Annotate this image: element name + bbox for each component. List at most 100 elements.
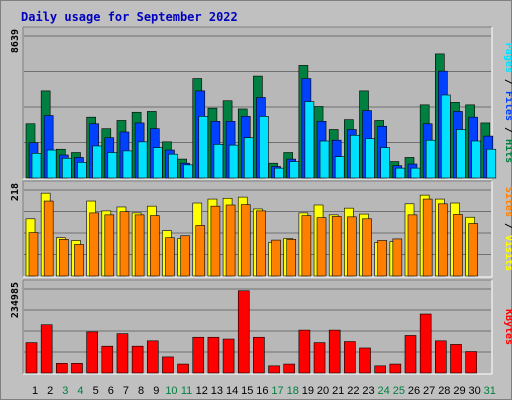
sites-bar[interactable] bbox=[453, 214, 463, 277]
pages-bar[interactable] bbox=[62, 157, 72, 179]
kbytes-bar[interactable] bbox=[40, 324, 53, 374]
kbytes-bar[interactable] bbox=[298, 329, 311, 374]
day-label: 15 bbox=[241, 385, 253, 397]
sites-bar[interactable] bbox=[407, 214, 418, 277]
pages-bar[interactable] bbox=[486, 148, 497, 179]
kbytes-bar[interactable] bbox=[328, 329, 341, 374]
pages-bar[interactable] bbox=[198, 116, 209, 179]
pages-bar[interactable] bbox=[213, 144, 224, 179]
pages-bar[interactable] bbox=[274, 167, 284, 179]
kbytes-bar[interactable] bbox=[450, 344, 462, 374]
pages-bar[interactable] bbox=[350, 134, 360, 179]
pages-bar[interactable] bbox=[92, 145, 102, 179]
sites-bar[interactable] bbox=[43, 200, 54, 277]
pages-bar[interactable] bbox=[31, 153, 42, 179]
sites-bar[interactable] bbox=[331, 216, 342, 277]
pages-bar[interactable] bbox=[319, 140, 330, 179]
kbytes-bar[interactable] bbox=[177, 363, 189, 374]
kbytes-bar[interactable] bbox=[359, 347, 371, 374]
pages-bar[interactable] bbox=[410, 167, 421, 179]
pages-bar[interactable] bbox=[243, 137, 254, 179]
sites-bar[interactable] bbox=[286, 239, 297, 277]
kbytes-bar[interactable] bbox=[146, 340, 159, 374]
sites-bar[interactable] bbox=[119, 211, 130, 277]
kbytes-bar[interactable] bbox=[222, 338, 235, 374]
sites-bar[interactable] bbox=[74, 244, 84, 277]
pages-bar[interactable] bbox=[334, 156, 345, 179]
sites-bar[interactable] bbox=[392, 238, 403, 277]
sites-bar[interactable] bbox=[104, 214, 115, 277]
kbytes-bar[interactable] bbox=[253, 336, 265, 374]
kbytes-bar[interactable] bbox=[344, 341, 356, 374]
kbytes-bar[interactable] bbox=[116, 333, 129, 374]
kbytes-bar[interactable] bbox=[374, 365, 386, 374]
kbytes-bar[interactable] bbox=[131, 345, 144, 374]
kbytes-bar[interactable] bbox=[162, 356, 174, 374]
day-label: 21 bbox=[332, 385, 344, 397]
pages-bar[interactable] bbox=[380, 147, 390, 179]
sites-bar[interactable] bbox=[134, 214, 145, 277]
kbytes-bar[interactable] bbox=[86, 331, 98, 374]
sites-bar[interactable] bbox=[301, 215, 312, 277]
pages-bar[interactable] bbox=[228, 144, 239, 179]
pages-bar[interactable] bbox=[122, 150, 133, 179]
sites-bar[interactable] bbox=[89, 212, 99, 277]
pages-bar[interactable] bbox=[471, 140, 481, 179]
pages-bar[interactable] bbox=[168, 153, 178, 179]
day-label: 25 bbox=[393, 385, 405, 397]
kbytes-bar[interactable] bbox=[404, 335, 417, 374]
kbytes-bar[interactable] bbox=[465, 351, 477, 374]
pages-bar[interactable] bbox=[152, 147, 163, 179]
sites-bar[interactable] bbox=[59, 239, 69, 277]
sites-bar[interactable] bbox=[149, 215, 160, 277]
sites-bar[interactable] bbox=[468, 223, 478, 277]
sites-bar[interactable] bbox=[316, 217, 327, 277]
day-label: 1 bbox=[32, 385, 38, 397]
sites-bar[interactable] bbox=[347, 216, 357, 277]
day-label: 13 bbox=[211, 385, 223, 397]
sites-bar[interactable] bbox=[28, 232, 39, 277]
pages-bar[interactable] bbox=[137, 141, 148, 179]
sites-bar[interactable] bbox=[362, 218, 372, 277]
kbytes-bar[interactable] bbox=[192, 336, 205, 374]
sites-bar[interactable] bbox=[271, 239, 281, 277]
pages-bar[interactable] bbox=[77, 162, 87, 179]
kbytes-bar[interactable] bbox=[283, 363, 296, 374]
kbytes-bar[interactable] bbox=[56, 363, 68, 374]
pages-bar[interactable] bbox=[46, 149, 57, 179]
sites-bar[interactable] bbox=[210, 205, 221, 277]
kbytes-bar[interactable] bbox=[237, 290, 250, 374]
pages-bar[interactable] bbox=[365, 138, 375, 179]
kbytes-bar[interactable] bbox=[389, 363, 402, 374]
kbytes-bar[interactable] bbox=[101, 345, 114, 374]
pages-bar[interactable] bbox=[425, 139, 436, 179]
kbytes-bar[interactable] bbox=[313, 342, 326, 374]
sites-bar[interactable] bbox=[195, 225, 206, 277]
pages-bar[interactable] bbox=[107, 152, 118, 179]
day-label: 16 bbox=[256, 385, 268, 397]
sites-bar[interactable] bbox=[256, 210, 266, 277]
kbytes-bar[interactable] bbox=[435, 340, 447, 374]
pages-bar[interactable] bbox=[441, 94, 451, 179]
pages-bar[interactable] bbox=[183, 164, 193, 179]
sites-bar[interactable] bbox=[240, 204, 251, 277]
kbytes-bar[interactable] bbox=[207, 336, 220, 374]
sites-bar[interactable] bbox=[377, 240, 387, 277]
kbytes-bar[interactable] bbox=[419, 313, 432, 374]
pages-bar[interactable] bbox=[456, 129, 466, 179]
sites-bar[interactable] bbox=[422, 198, 433, 277]
pages-bar[interactable] bbox=[289, 161, 300, 179]
kbytes-bar[interactable] bbox=[268, 365, 280, 374]
pages-bar[interactable] bbox=[395, 167, 406, 179]
sites-bar[interactable] bbox=[165, 237, 175, 277]
pages-bar[interactable] bbox=[304, 101, 315, 179]
sites-bar[interactable] bbox=[225, 204, 236, 277]
kbytes-bar[interactable] bbox=[71, 363, 83, 374]
day-label: 4 bbox=[77, 385, 83, 397]
chart-title: Daily usage for September 2022 bbox=[21, 10, 238, 24]
pages-bar[interactable] bbox=[259, 116, 269, 179]
sites-bar[interactable] bbox=[438, 203, 448, 277]
kbytes-bar[interactable] bbox=[25, 342, 38, 374]
sites-bar[interactable] bbox=[180, 235, 190, 277]
